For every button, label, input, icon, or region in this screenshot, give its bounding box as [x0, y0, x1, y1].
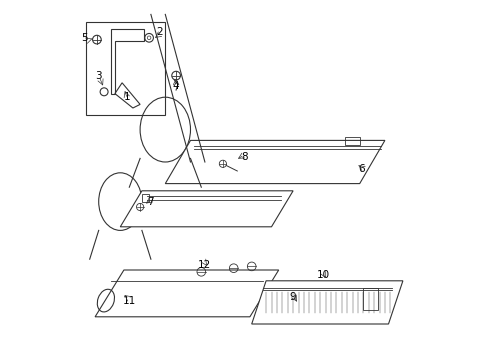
Text: 4: 4: [172, 81, 179, 91]
Text: 3: 3: [95, 71, 102, 81]
Polygon shape: [95, 270, 278, 317]
Bar: [86, 22, 165, 115]
Text: 7: 7: [147, 197, 154, 207]
Text: 6: 6: [357, 164, 364, 174]
Text: 11: 11: [122, 296, 136, 306]
Polygon shape: [120, 191, 292, 227]
Text: 10: 10: [317, 270, 329, 280]
Polygon shape: [251, 281, 402, 324]
Text: 5: 5: [81, 33, 87, 43]
Polygon shape: [165, 140, 384, 184]
Text: 8: 8: [241, 152, 247, 162]
Text: 9: 9: [289, 292, 296, 302]
Text: 2: 2: [156, 27, 163, 37]
Text: 1: 1: [124, 92, 131, 102]
Text: 12: 12: [198, 260, 211, 270]
